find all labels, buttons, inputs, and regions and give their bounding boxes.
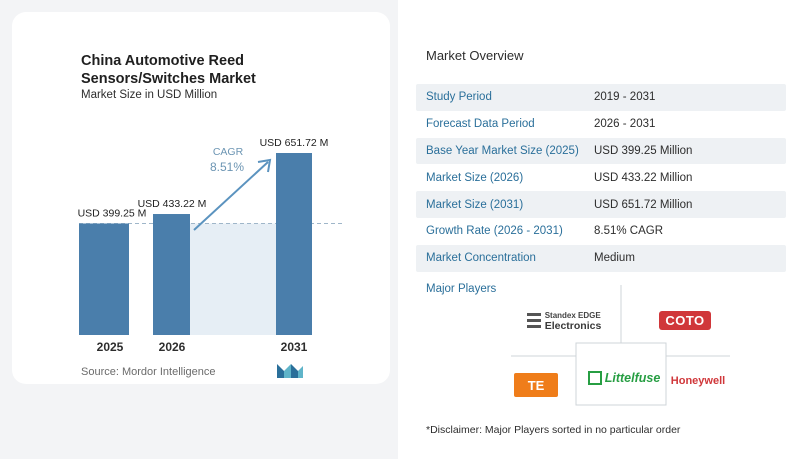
littelfuse-text: Littelfuse — [604, 371, 661, 385]
littelfuse-logo: Littelfuse — [585, 368, 663, 388]
row-value: USD 399.25 Million — [594, 144, 693, 157]
bar-chart: USD 399.25 M 2025 USD 433.22 M 2026 USD 651.… — [78, 137, 343, 354]
table-row: Market Size (2026) USD 433.22 Million — [416, 164, 786, 191]
row-value: 2026 - 2031 — [594, 118, 656, 131]
disclaimer: *Disclaimer: Major Players sorted in no … — [426, 424, 681, 436]
table-row: Market Size (2031) USD 651.72 Million — [416, 191, 786, 218]
value-label-2031: USD 651.72 M — [260, 137, 329, 149]
row-key: Study Period — [426, 91, 492, 104]
table-row: Forecast Data Period 2026 - 2031 — [416, 111, 786, 138]
tick-label-2031: 2031 — [281, 340, 308, 354]
grid-divider — [575, 342, 667, 406]
te-connectivity-logo: TE — [514, 373, 558, 397]
tick-label-2026: 2026 — [159, 340, 186, 354]
value-label-2025: USD 399.25 M — [78, 208, 147, 220]
table-row: Market Concentration Medium — [416, 244, 786, 272]
overview-table: Study Period 2019 - 2031 Forecast Data Pe… — [416, 84, 786, 272]
standex-icon — [526, 313, 541, 328]
row-key: Growth Rate (2026 - 2031) — [426, 225, 563, 238]
major-players-title: Major Players — [426, 283, 497, 295]
cagr-arrowhead-icon — [257, 158, 272, 173]
row-key: Forecast Data Period — [426, 118, 535, 131]
bar-2031 — [276, 153, 312, 335]
row-key: Market Size (2026) — [426, 171, 524, 184]
row-key: Market Concentration — [426, 252, 536, 265]
coto-logo-text: COTO — [659, 310, 711, 330]
table-row: Study Period 2019 - 2031 — [416, 84, 786, 111]
table-row: Base Year Market Size (2025) USD 399.25 M… — [416, 137, 786, 165]
row-value: USD 651.72 Million — [594, 198, 693, 211]
row-value: 2019 - 2031 — [594, 91, 656, 104]
bar-2026 — [153, 214, 190, 335]
cagr-value: 8.51% — [210, 160, 244, 174]
row-value: Medium — [594, 252, 635, 265]
littelfuse-icon — [587, 371, 602, 385]
cagr-arrow — [193, 161, 269, 231]
standex-line2: Electronics — [544, 319, 602, 332]
coto-technology-logo: COTO — [655, 308, 715, 332]
chart-title: China Automotive Reed Sensors/Switches M… — [81, 53, 256, 87]
forecast-band — [190, 223, 276, 335]
tick-label-2025: 2025 — [97, 340, 124, 354]
row-value: USD 433.22 Million — [594, 171, 693, 184]
players-grid — [511, 285, 730, 406]
honeywell-logo: Honeywell — [670, 375, 726, 387]
standex-line1: Standex EDGE — [544, 310, 601, 320]
row-key: Base Year Market Size (2025) — [426, 144, 579, 157]
overview-title: Market Overview — [426, 48, 524, 63]
value-label-2026: USD 433.22 M — [138, 198, 207, 210]
row-value: 8.51% CAGR — [594, 225, 664, 238]
cagr-label: CAGR — [213, 146, 244, 158]
mordor-logo-icon — [277, 364, 303, 378]
source-text: Source: Mordor Intelligence — [81, 366, 216, 378]
chart-subtitle: Market Size in USD Million — [81, 89, 218, 101]
table-row: Growth Rate (2026 - 2031) 8.51% CAGR — [416, 218, 786, 245]
standex-electronics-logo: Standex EDGE Electronics — [520, 308, 608, 334]
bar-2025 — [79, 223, 129, 335]
row-key: Market Size (2031) — [426, 198, 524, 211]
